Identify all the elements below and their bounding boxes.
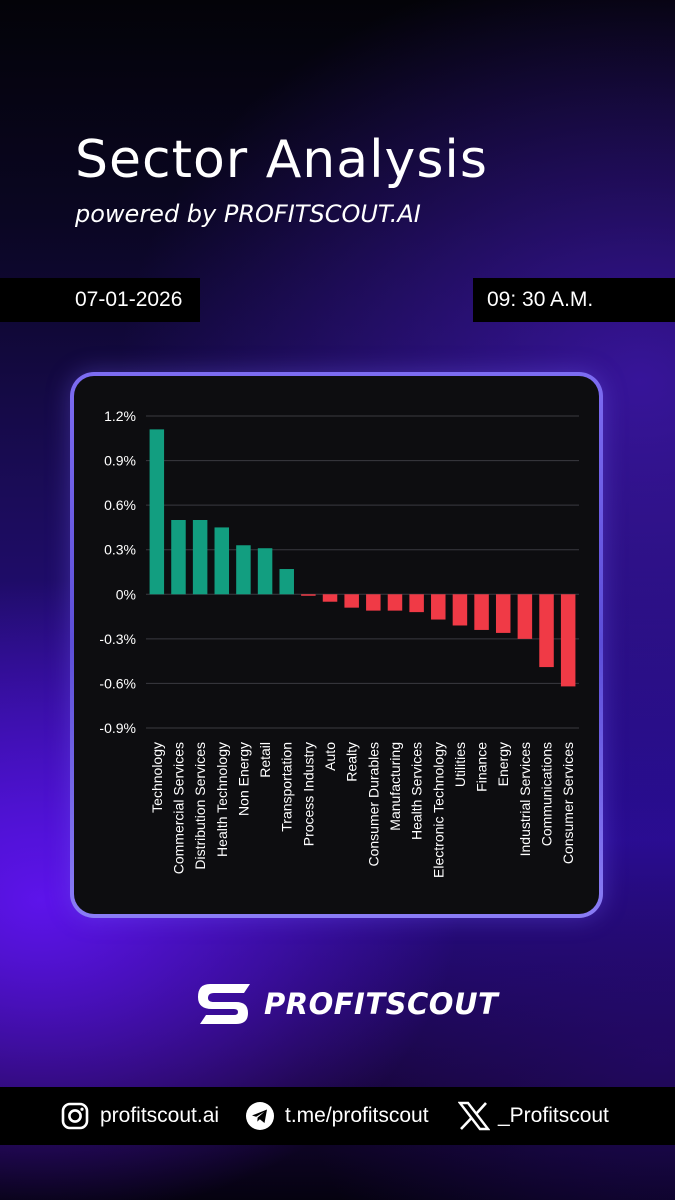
y-tick-label: 0.3%	[104, 542, 136, 558]
bar	[409, 594, 424, 613]
bar	[539, 594, 554, 668]
x-tick-label: Health Services	[409, 742, 425, 840]
bar	[387, 594, 403, 611]
bar	[344, 594, 359, 608]
y-tick-label: 1.2%	[104, 408, 136, 424]
social-footer: profitscout.ai t.me/profitscout _Profits…	[0, 1087, 675, 1145]
y-tick-label: 0.6%	[104, 497, 136, 513]
page-title: Sector Analysis	[75, 130, 488, 190]
bar	[279, 569, 294, 595]
date-badge: 07-01-2026	[0, 278, 200, 322]
telegram-handle: t.me/profitscout	[285, 1104, 429, 1127]
x-tick-label: Consumer Durables	[365, 742, 381, 867]
bar	[452, 594, 468, 626]
bar	[560, 594, 576, 687]
x-tick-label: Energy	[495, 742, 511, 786]
x-tick-label: Retail	[257, 742, 273, 778]
profitscout-s-logo-icon	[198, 984, 250, 1024]
instagram-link[interactable]: profitscout.ai	[60, 1101, 219, 1131]
x-tick-label: Transportation	[279, 742, 295, 832]
bar	[431, 594, 446, 620]
x-tick-label: Commercial Services	[170, 742, 186, 874]
bar	[257, 548, 273, 595]
telegram-link[interactable]: t.me/profitscout	[245, 1101, 429, 1131]
instagram-icon	[61, 1102, 89, 1130]
x-tick-label: Electronic Technology	[430, 742, 446, 878]
brand-name: PROFITSCOUT	[264, 987, 499, 1021]
x-tick-label: Non Energy	[235, 742, 251, 816]
instagram-handle: profitscout.ai	[100, 1104, 220, 1127]
y-tick-label: -0.3%	[99, 631, 136, 647]
x-tick-label: Auto	[322, 742, 338, 771]
x-tick-label: Health Technology	[214, 742, 230, 857]
bar	[214, 527, 230, 595]
x-tick-label: Industrial Services	[517, 742, 533, 856]
bar	[474, 594, 489, 630]
time-label: 09: 30 A.M.	[487, 288, 594, 311]
brand-logo: PROFITSCOUT	[196, 980, 498, 1028]
bar	[322, 594, 338, 602]
chart-panel: 1.2% 0.9% 0.6% 0.3% 0% -0.3% -0.6% -0.9% Technol…	[74, 376, 599, 914]
y-tick-label: -0.9%	[99, 720, 136, 736]
bar	[171, 520, 186, 595]
sector-bar-chart: 1.2% 0.9% 0.6% 0.3% 0% -0.3% -0.6% -0.9% Technol…	[99, 408, 579, 878]
x-tick-label: Manufacturing	[387, 742, 403, 831]
page-subtitle: powered by PROFITSCOUT.AI	[75, 200, 421, 228]
date-label: 07-01-2026	[75, 288, 183, 311]
x-tick-label: Communications	[539, 742, 555, 846]
x-tick-label: Distribution Services	[192, 742, 208, 870]
x-tick-label: Utilities	[452, 742, 468, 787]
bar	[236, 545, 251, 595]
bar	[495, 594, 511, 633]
chart-card: 1.2% 0.9% 0.6% 0.3% 0% -0.3% -0.6% -0.9% Technol…	[70, 372, 603, 918]
x-tick-label: Realty	[344, 742, 360, 782]
y-tick-label: -0.6%	[99, 675, 136, 691]
x-tick-label: Process Industry	[300, 742, 316, 846]
bar	[517, 594, 533, 639]
time-badge: 09: 30 A.M.	[473, 278, 675, 322]
y-tick-label: 0.9%	[104, 453, 136, 469]
bar	[149, 429, 165, 595]
x-icon	[458, 1101, 490, 1131]
x-tick-label: Consumer Services	[560, 742, 576, 864]
y-tick-label: 0%	[116, 586, 136, 602]
bar	[301, 594, 316, 596]
x-link[interactable]: _Profitscout	[458, 1101, 609, 1131]
bar	[192, 520, 208, 595]
bar	[366, 594, 381, 611]
x-handle: _Profitscout	[498, 1104, 609, 1127]
x-tick-label: Finance	[474, 742, 490, 792]
telegram-icon	[246, 1102, 274, 1130]
x-tick-label: Technology	[149, 742, 165, 813]
